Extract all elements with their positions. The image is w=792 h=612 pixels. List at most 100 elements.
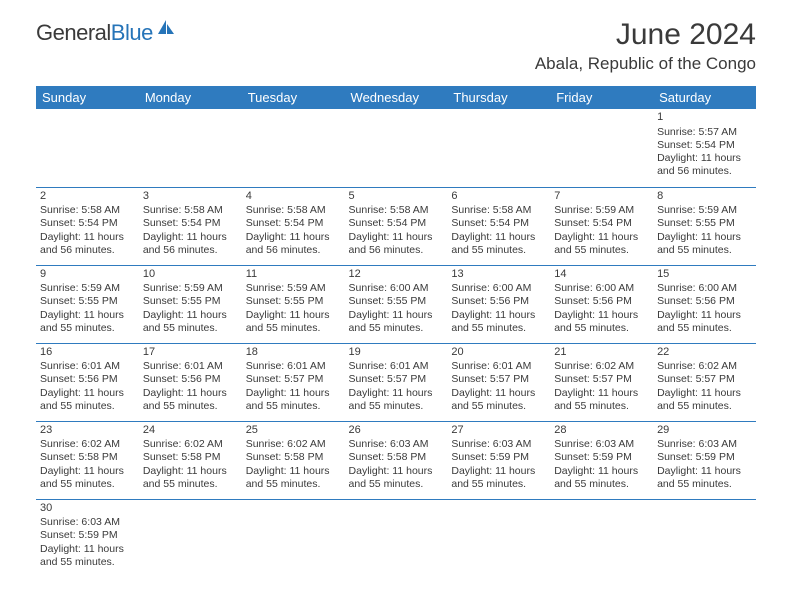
day-cell — [242, 499, 345, 577]
day-cell: 3Sunrise: 5:58 AMSunset: 5:54 PMDaylight… — [139, 187, 242, 265]
day-number: 17 — [143, 346, 238, 360]
sunrise-line: Sunrise: 6:03 AM — [40, 516, 135, 529]
sunrise-line: Sunrise: 5:59 AM — [143, 282, 238, 295]
sunset-line: Sunset: 5:56 PM — [40, 373, 135, 386]
day-cell: 7Sunrise: 5:59 AMSunset: 5:54 PMDaylight… — [550, 187, 653, 265]
day-cell: 15Sunrise: 6:00 AMSunset: 5:56 PMDayligh… — [653, 265, 756, 343]
day-number: 29 — [657, 424, 752, 438]
sunrise-line: Sunrise: 6:03 AM — [451, 438, 546, 451]
daylight-line: Daylight: 11 hours and 55 minutes. — [246, 387, 341, 413]
logo-text: GeneralBlue — [36, 20, 153, 46]
daylight-line: Daylight: 11 hours and 55 minutes. — [451, 465, 546, 491]
day-cell: 11Sunrise: 5:59 AMSunset: 5:55 PMDayligh… — [242, 265, 345, 343]
sunset-line: Sunset: 5:55 PM — [657, 217, 752, 230]
daylight-line: Daylight: 11 hours and 55 minutes. — [40, 543, 135, 569]
daylight-line: Daylight: 11 hours and 55 minutes. — [40, 387, 135, 413]
day-cell: 29Sunrise: 6:03 AMSunset: 5:59 PMDayligh… — [653, 421, 756, 499]
day-number: 15 — [657, 268, 752, 282]
day-cell: 12Sunrise: 6:00 AMSunset: 5:55 PMDayligh… — [345, 265, 448, 343]
day-cell: 28Sunrise: 6:03 AMSunset: 5:59 PMDayligh… — [550, 421, 653, 499]
day-number: 24 — [143, 424, 238, 438]
day-header: Thursday — [447, 86, 550, 109]
day-number: 16 — [40, 346, 135, 360]
daylight-line: Daylight: 11 hours and 55 minutes. — [451, 387, 546, 413]
title-block: June 2024 Abala, Republic of the Congo — [535, 18, 756, 74]
sunset-line: Sunset: 5:57 PM — [246, 373, 341, 386]
day-number: 22 — [657, 346, 752, 360]
daylight-line: Daylight: 11 hours and 55 minutes. — [657, 465, 752, 491]
daylight-line: Daylight: 11 hours and 55 minutes. — [246, 465, 341, 491]
day-cell: 25Sunrise: 6:02 AMSunset: 5:58 PMDayligh… — [242, 421, 345, 499]
sunrise-line: Sunrise: 5:58 AM — [349, 204, 444, 217]
sunset-line: Sunset: 5:54 PM — [554, 217, 649, 230]
daylight-line: Daylight: 11 hours and 55 minutes. — [40, 465, 135, 491]
sunset-line: Sunset: 5:54 PM — [657, 139, 752, 152]
sunset-line: Sunset: 5:56 PM — [143, 373, 238, 386]
day-cell: 23Sunrise: 6:02 AMSunset: 5:58 PMDayligh… — [36, 421, 139, 499]
day-number: 18 — [246, 346, 341, 360]
sunrise-line: Sunrise: 5:58 AM — [40, 204, 135, 217]
sunrise-line: Sunrise: 5:58 AM — [451, 204, 546, 217]
day-number: 8 — [657, 190, 752, 204]
daylight-line: Daylight: 11 hours and 55 minutes. — [349, 465, 444, 491]
daylight-line: Daylight: 11 hours and 55 minutes. — [554, 309, 649, 335]
day-number: 25 — [246, 424, 341, 438]
daylight-line: Daylight: 11 hours and 55 minutes. — [349, 387, 444, 413]
sunrise-line: Sunrise: 5:57 AM — [657, 126, 752, 139]
day-cell — [242, 109, 345, 187]
sunrise-line: Sunrise: 5:58 AM — [246, 204, 341, 217]
daylight-line: Daylight: 11 hours and 55 minutes. — [40, 309, 135, 335]
day-number: 9 — [40, 268, 135, 282]
day-cell: 24Sunrise: 6:02 AMSunset: 5:58 PMDayligh… — [139, 421, 242, 499]
sunrise-line: Sunrise: 6:02 AM — [657, 360, 752, 373]
daylight-line: Daylight: 11 hours and 56 minutes. — [143, 231, 238, 257]
day-cell — [550, 499, 653, 577]
day-cell — [139, 499, 242, 577]
day-number: 27 — [451, 424, 546, 438]
daylight-line: Daylight: 11 hours and 56 minutes. — [349, 231, 444, 257]
day-number: 5 — [349, 190, 444, 204]
sunrise-line: Sunrise: 6:02 AM — [246, 438, 341, 451]
daylight-line: Daylight: 11 hours and 55 minutes. — [657, 387, 752, 413]
sunrise-line: Sunrise: 6:03 AM — [349, 438, 444, 451]
sunset-line: Sunset: 5:57 PM — [554, 373, 649, 386]
sunrise-line: Sunrise: 6:00 AM — [657, 282, 752, 295]
sunrise-line: Sunrise: 6:01 AM — [143, 360, 238, 373]
day-cell — [345, 109, 448, 187]
calendar-body: 1Sunrise: 5:57 AMSunset: 5:54 PMDaylight… — [36, 109, 756, 577]
sunrise-line: Sunrise: 6:02 AM — [554, 360, 649, 373]
day-cell: 21Sunrise: 6:02 AMSunset: 5:57 PMDayligh… — [550, 343, 653, 421]
day-header: Saturday — [653, 86, 756, 109]
sail-icon — [156, 18, 176, 41]
day-cell — [139, 109, 242, 187]
day-cell — [653, 499, 756, 577]
sunrise-line: Sunrise: 6:01 AM — [451, 360, 546, 373]
day-cell — [36, 109, 139, 187]
day-number: 12 — [349, 268, 444, 282]
day-number: 3 — [143, 190, 238, 204]
day-cell: 10Sunrise: 5:59 AMSunset: 5:55 PMDayligh… — [139, 265, 242, 343]
day-header-row: SundayMondayTuesdayWednesdayThursdayFrid… — [36, 86, 756, 109]
sunset-line: Sunset: 5:55 PM — [143, 295, 238, 308]
day-cell: 2Sunrise: 5:58 AMSunset: 5:54 PMDaylight… — [36, 187, 139, 265]
sunrise-line: Sunrise: 5:59 AM — [246, 282, 341, 295]
week-row: 30Sunrise: 6:03 AMSunset: 5:59 PMDayligh… — [36, 499, 756, 577]
logo: GeneralBlue — [36, 18, 176, 47]
sunset-line: Sunset: 5:59 PM — [451, 451, 546, 464]
day-number: 6 — [451, 190, 546, 204]
week-row: 2Sunrise: 5:58 AMSunset: 5:54 PMDaylight… — [36, 187, 756, 265]
sunset-line: Sunset: 5:59 PM — [40, 529, 135, 542]
daylight-line: Daylight: 11 hours and 55 minutes. — [657, 231, 752, 257]
day-header: Friday — [550, 86, 653, 109]
daylight-line: Daylight: 11 hours and 55 minutes. — [143, 387, 238, 413]
day-cell: 1Sunrise: 5:57 AMSunset: 5:54 PMDaylight… — [653, 109, 756, 187]
daylight-line: Daylight: 11 hours and 55 minutes. — [451, 309, 546, 335]
sunset-line: Sunset: 5:54 PM — [246, 217, 341, 230]
day-cell — [550, 109, 653, 187]
sunset-line: Sunset: 5:59 PM — [657, 451, 752, 464]
sunrise-line: Sunrise: 5:59 AM — [657, 204, 752, 217]
day-number: 13 — [451, 268, 546, 282]
day-cell: 8Sunrise: 5:59 AMSunset: 5:55 PMDaylight… — [653, 187, 756, 265]
day-number: 10 — [143, 268, 238, 282]
day-cell: 6Sunrise: 5:58 AMSunset: 5:54 PMDaylight… — [447, 187, 550, 265]
